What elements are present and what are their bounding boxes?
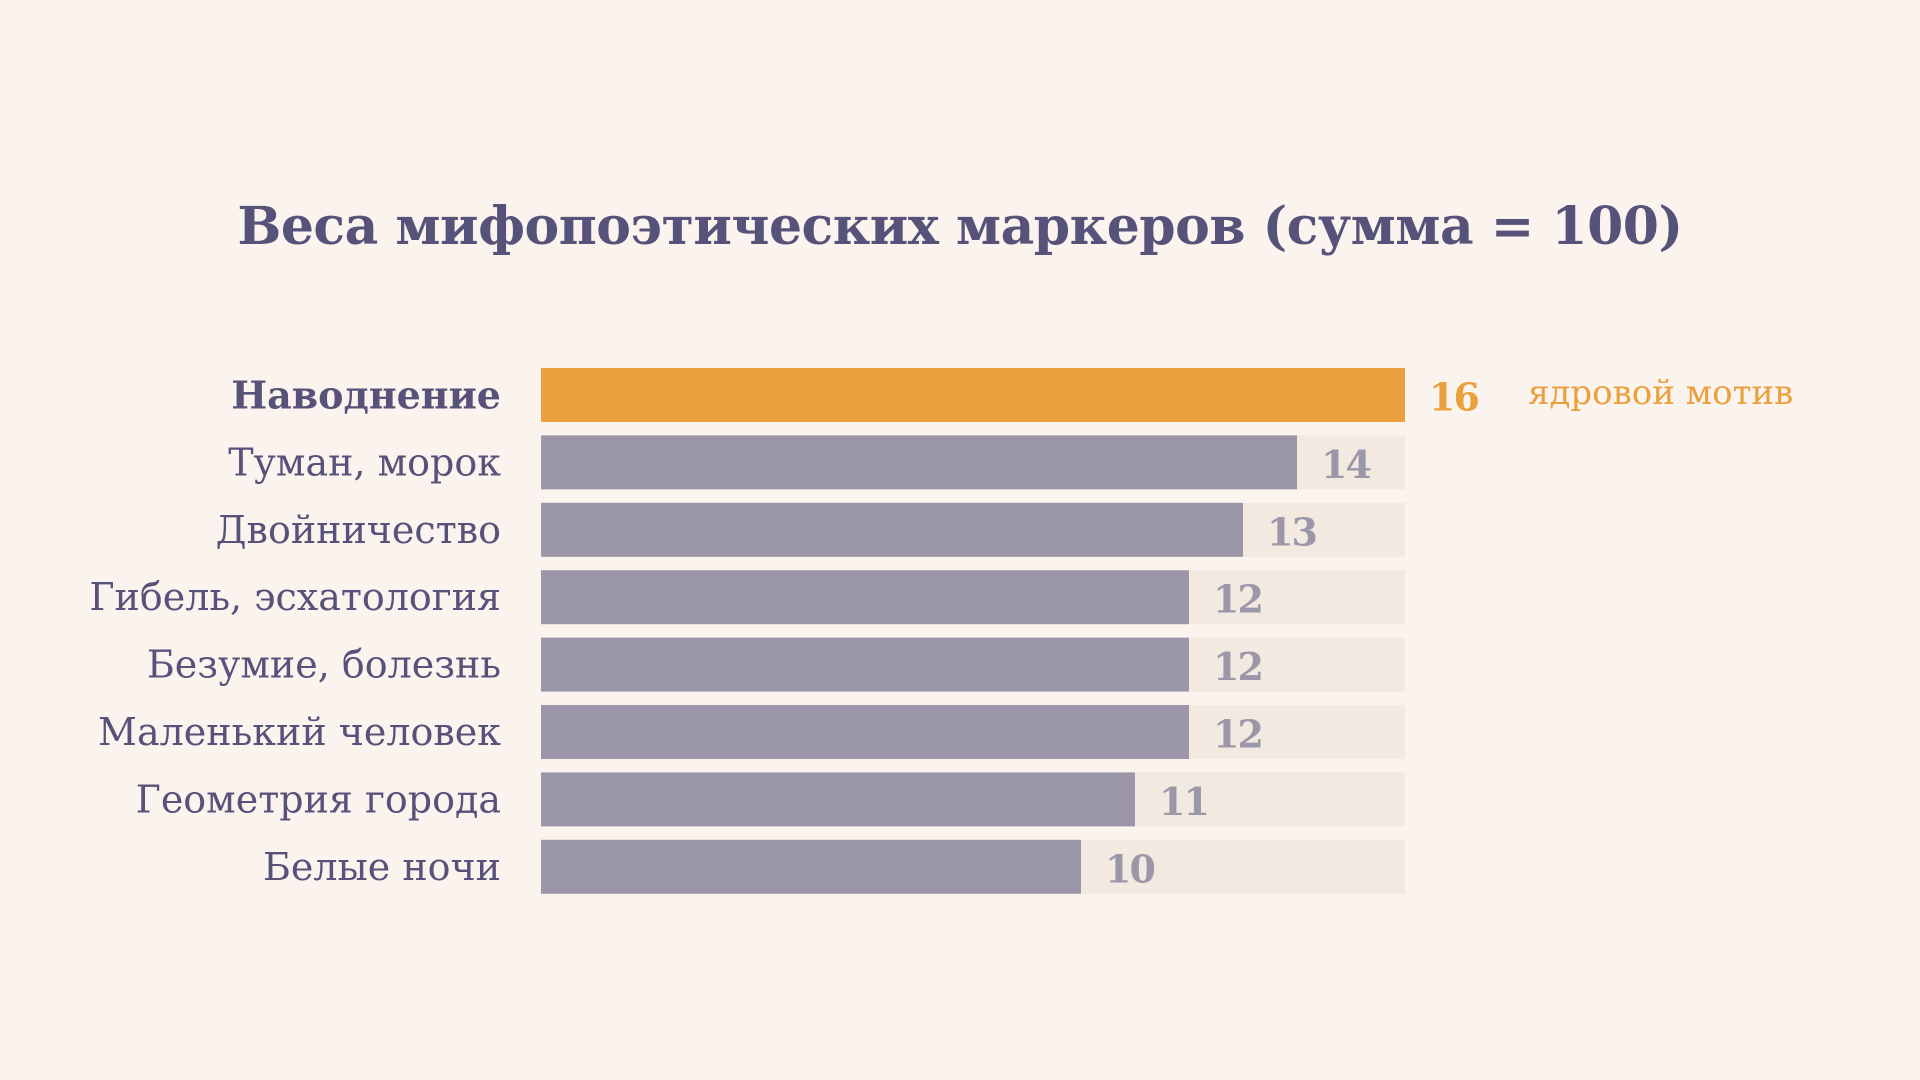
category-label: Маленький человек (98, 710, 501, 754)
category-label: Наводнение (231, 373, 501, 418)
category-labels: Наводнение Туман, морок Двойничество Гибель… (89, 373, 501, 889)
category-label: Гибель, эсхатология (89, 575, 501, 619)
bar (541, 502, 1243, 557)
bar-highlight (541, 368, 1405, 422)
bar (541, 839, 1081, 894)
bars (541, 368, 1405, 894)
value-label: 10 (1105, 846, 1154, 891)
category-label: Двойничество (216, 508, 501, 552)
category-label: Туман, морок (228, 440, 501, 484)
category-label: Белые ночи (263, 845, 501, 889)
bar (541, 772, 1135, 827)
value-label: 11 (1159, 779, 1208, 824)
value-label: 16 (1429, 375, 1478, 420)
chart-title: Веса мифопоэтических маркеров (сумма = 1… (237, 196, 1683, 257)
bar (541, 705, 1189, 759)
value-label: 12 (1213, 644, 1262, 689)
bar (541, 570, 1189, 625)
annotations: ядровой мотив (1528, 373, 1793, 413)
value-label: 12 (1213, 577, 1262, 622)
bar (541, 435, 1297, 490)
value-label: 13 (1267, 509, 1316, 554)
category-label: Безумие, болезнь (147, 643, 501, 687)
value-label: 14 (1321, 442, 1370, 487)
value-label: 12 (1213, 712, 1262, 757)
category-label: Геометрия города (136, 777, 501, 821)
annotation-label: ядровой мотив (1528, 373, 1793, 413)
bar (541, 637, 1189, 692)
